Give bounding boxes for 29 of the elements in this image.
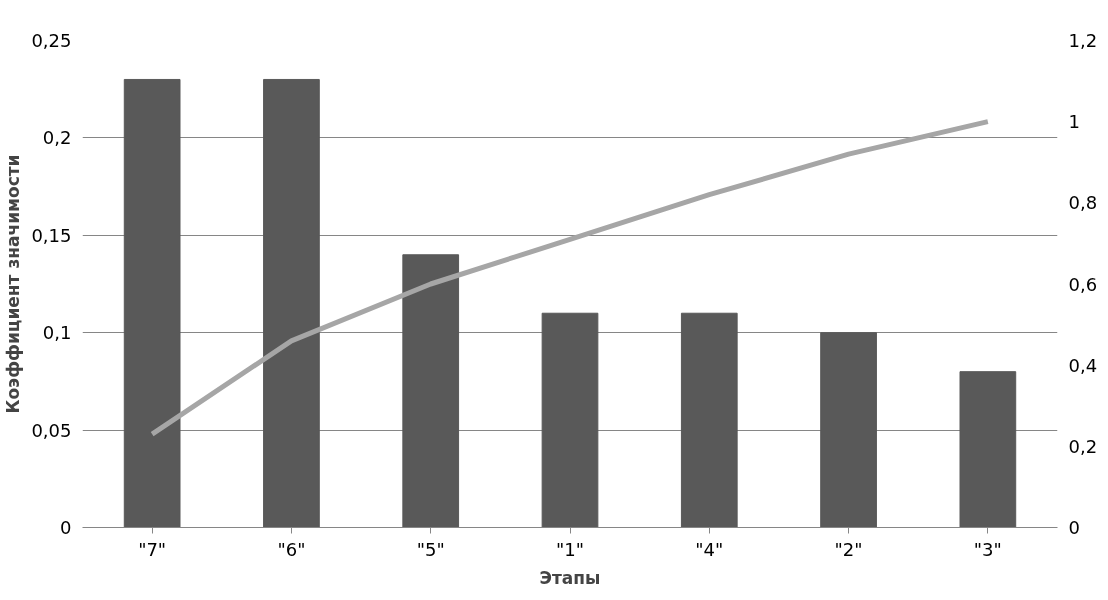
x-tick-label: "3" — [973, 538, 1002, 560]
y2-tick-label: 0,6 — [1068, 273, 1098, 295]
bar — [123, 78, 181, 528]
x-axis-title: Этапы — [539, 567, 601, 588]
y-tick-label: 0 — [60, 517, 72, 538]
bar — [820, 332, 877, 528]
y-axis-title: Коэффициент значимости — [3, 154, 24, 414]
bar — [959, 371, 1017, 528]
y2-tick-label: 0,4 — [1068, 354, 1098, 376]
y2-tick-label: 1,2 — [1068, 30, 1098, 51]
x-tick-label: "5" — [416, 538, 445, 560]
y2-tick-label: 0,2 — [1068, 435, 1098, 457]
y2-tick-label: 0 — [1068, 517, 1080, 538]
x-tick-label: "2" — [834, 538, 863, 560]
y2-tick-label: 1 — [1068, 111, 1080, 133]
y-tick-label: 0,1 — [42, 322, 72, 344]
y-tick-label: 0,05 — [31, 419, 72, 441]
x-tick-label: "6" — [277, 538, 306, 560]
y-tick-label: 0,2 — [42, 127, 72, 149]
bar — [541, 312, 599, 528]
x-tick-label: "4" — [695, 538, 724, 560]
bar — [680, 312, 738, 528]
bar — [402, 254, 460, 528]
y-tick-label: 0,25 — [31, 30, 72, 51]
x-tick-label: "7" — [138, 538, 167, 560]
x-tick-label: "1" — [555, 538, 585, 560]
y-tick-label: 0,15 — [31, 224, 72, 246]
y2-tick-label: 0,8 — [1068, 192, 1098, 214]
bar — [263, 78, 320, 528]
